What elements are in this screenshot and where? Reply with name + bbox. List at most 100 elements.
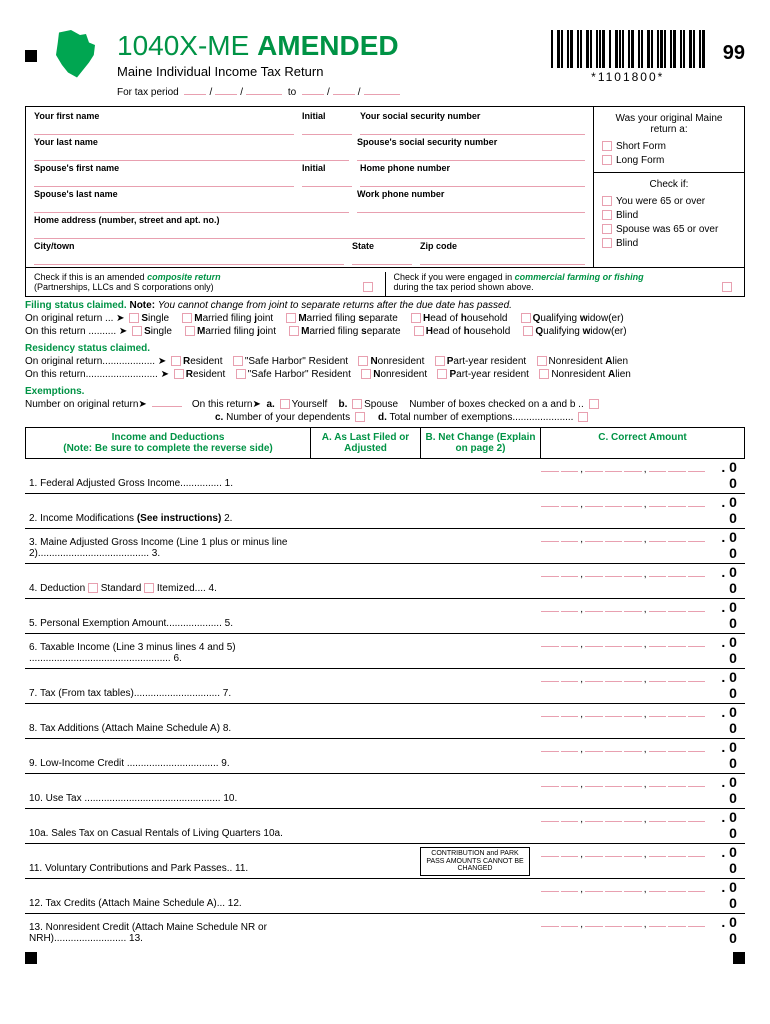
col-c-amount[interactable]: ,,. 0 0 — [540, 774, 745, 806]
year: 99 — [723, 42, 745, 65]
line-l9: 9. Low-Income Credit ...................… — [25, 739, 745, 774]
ssn-input[interactable] — [360, 121, 585, 135]
col-c-amount[interactable]: ,,. 0 0 — [540, 844, 745, 876]
composite-text3: (Partnerships, LLCs and S corporations o… — [34, 282, 214, 292]
short-form-label: Short Form — [616, 141, 666, 152]
res-this-resident[interactable] — [174, 369, 184, 379]
work-phone-input[interactable] — [357, 199, 585, 213]
address-label: Home address (number, street and apt. no… — [34, 215, 585, 225]
last-name-input[interactable] — [34, 147, 349, 161]
marker-square — [25, 50, 37, 62]
line-l10: 10. Use Tax ............................… — [25, 774, 745, 809]
this-mfs-checkbox[interactable] — [289, 326, 299, 336]
maine-state-icon — [47, 30, 107, 80]
spouse-initial-label: Initial — [302, 163, 352, 173]
exempt-yourself-checkbox[interactable] — [280, 399, 290, 409]
this-mfj-checkbox[interactable] — [185, 326, 195, 336]
short-form-checkbox[interactable] — [602, 141, 612, 151]
first-name-input[interactable] — [34, 121, 294, 135]
res-this-partyear[interactable] — [437, 369, 447, 379]
col-c-amount[interactable]: ,,. 0 0 — [540, 529, 745, 561]
initial-input[interactable] — [302, 121, 352, 135]
farming-text1: Check if you were engaged in — [394, 272, 515, 282]
col-c-amount[interactable]: ,,. 0 0 — [540, 739, 745, 771]
this-hoh-checkbox[interactable] — [414, 326, 424, 336]
filing-orig-row: On original return ... ➤ Single Married … — [25, 313, 745, 324]
contribution-note: CONTRIBUTION and PARK PASS AMOUNTS CANNO… — [420, 847, 530, 876]
line-desc: 13. Nonresident Credit (Attach Maine Sch… — [25, 920, 310, 946]
spouse-last-label: Spouse's last name — [34, 189, 349, 199]
blind-label: Blind — [616, 210, 638, 221]
spouse-ssn-input[interactable] — [357, 147, 585, 161]
line-l2: 2. Income Modifications (See instruction… — [25, 494, 745, 529]
res-orig-nralien[interactable] — [537, 356, 547, 366]
deduction-itm-checkbox[interactable] — [144, 583, 154, 593]
zip-input[interactable] — [420, 251, 585, 265]
col-c-amount[interactable]: ,,. 0 0 — [540, 914, 745, 946]
deduction-std-checkbox[interactable] — [88, 583, 98, 593]
state-input[interactable] — [352, 251, 412, 265]
blind-checkbox[interactable] — [602, 210, 612, 220]
farming-checkbox[interactable] — [722, 282, 732, 292]
col-c-amount[interactable]: ,,. 0 0 — [540, 704, 745, 736]
res-this-nonres[interactable] — [361, 369, 371, 379]
address-input[interactable] — [34, 225, 585, 239]
spouse-last-input[interactable] — [34, 199, 349, 213]
orig-single-checkbox[interactable] — [129, 313, 139, 323]
spouse65-checkbox[interactable] — [602, 224, 612, 234]
city-input[interactable] — [34, 251, 344, 265]
exempt-orig-input[interactable] — [152, 406, 182, 407]
res-orig-partyear[interactable] — [435, 356, 445, 366]
spouse-first-input[interactable] — [34, 173, 294, 187]
exemptions-row2: c. Number of your dependents d. Total nu… — [25, 412, 745, 423]
age65-checkbox[interactable] — [602, 196, 612, 206]
col-c-amount[interactable]: ,,. 0 0 — [540, 494, 745, 526]
exempt-spouse-checkbox[interactable] — [352, 399, 362, 409]
home-phone-input[interactable] — [360, 173, 585, 187]
col-c-amount[interactable]: ,,. 0 0 — [540, 634, 745, 666]
exempt-ab-input[interactable] — [589, 399, 599, 409]
home-phone-label: Home phone number — [360, 163, 585, 173]
exempt-deps-input[interactable] — [355, 412, 365, 422]
spouse-first-label: Spouse's first name — [34, 163, 294, 173]
col-c-amount[interactable]: ,,. 0 0 — [540, 809, 745, 841]
initial-label: Initial — [302, 111, 352, 121]
col-c-amount[interactable]: ,,. 0 0 — [540, 879, 745, 911]
orig-mfj-checkbox[interactable] — [182, 313, 192, 323]
col-b-input[interactable]: CONTRIBUTION and PARK PASS AMOUNTS CANNO… — [420, 847, 540, 876]
this-single-checkbox[interactable] — [132, 326, 142, 336]
orig-qw-checkbox[interactable] — [521, 313, 531, 323]
exempt-total-input[interactable] — [578, 412, 588, 422]
long-form-checkbox[interactable] — [602, 155, 612, 165]
exemptions-row1: Number on original return➤ On this retur… — [25, 399, 745, 410]
res-this-nralien[interactable] — [539, 369, 549, 379]
zip-label: Zip code — [420, 241, 585, 251]
line-l8: 8. Tax Additions (Attach Maine Schedule … — [25, 704, 745, 739]
line-desc: 10. Use Tax ............................… — [25, 791, 310, 806]
line-desc: 6. Taxable Income (Line 3 minus lines 4 … — [25, 640, 310, 666]
composite-checkbox[interactable] — [363, 282, 373, 292]
res-orig-nonres[interactable] — [358, 356, 368, 366]
line-l7: 7. Tax (From tax tables)................… — [25, 669, 745, 704]
res-orig-safeharbor[interactable] — [233, 356, 243, 366]
spouse65-label: Spouse was 65 or over — [616, 224, 718, 235]
line-desc: 3. Maine Adjusted Gross Income (Line 1 p… — [25, 535, 310, 561]
col-c-amount[interactable]: ,,. 0 0 — [540, 599, 745, 631]
line-l12: 12. Tax Credits (Attach Maine Schedule A… — [25, 879, 745, 914]
line-desc: 7. Tax (From tax tables)................… — [25, 686, 310, 701]
line-desc: 2. Income Modifications (See instruction… — [25, 511, 310, 526]
orig-mfs-checkbox[interactable] — [286, 313, 296, 323]
col-c-amount[interactable]: ,,. 0 0 — [540, 459, 745, 491]
line-l10a: 10a. Sales Tax on Casual Rentals of Livi… — [25, 809, 745, 844]
res-orig-resident[interactable] — [171, 356, 181, 366]
barcode-text: *1101800* — [551, 70, 705, 84]
marker-bl — [25, 952, 37, 964]
line-desc: 4. Deduction Standard Itemized.... 4. — [25, 581, 310, 596]
col-c-amount[interactable]: ,,. 0 0 — [540, 669, 745, 701]
spouse-initial-input[interactable] — [302, 173, 352, 187]
res-this-safeharbor[interactable] — [236, 369, 246, 379]
col-c-amount[interactable]: ,,. 0 0 — [540, 564, 745, 596]
this-qw-checkbox[interactable] — [523, 326, 533, 336]
blind2-checkbox[interactable] — [602, 238, 612, 248]
orig-hoh-checkbox[interactable] — [411, 313, 421, 323]
